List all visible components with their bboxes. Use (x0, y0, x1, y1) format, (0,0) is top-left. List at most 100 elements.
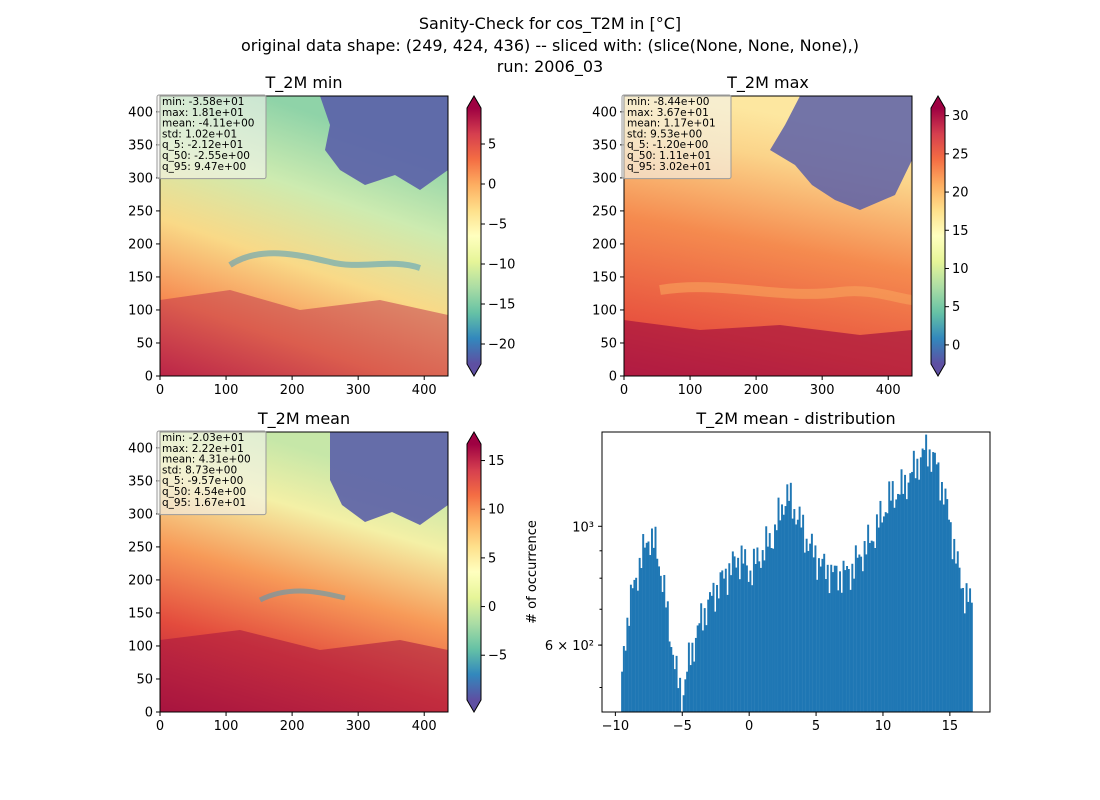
x-tick-label: 300 (346, 719, 371, 734)
histogram-bar (709, 592, 711, 712)
histogram-bar (897, 493, 899, 712)
colorbar-tick-label: −5 (488, 218, 507, 233)
histogram-bar (900, 469, 903, 712)
histogram-bar (951, 559, 954, 712)
histogram-bar (867, 524, 870, 712)
histogram-bar (647, 541, 650, 712)
x-tick-label: 100 (678, 383, 703, 398)
stats-line: max: 3.67e+01 (627, 107, 709, 119)
colorbar-tick-label: 0 (952, 338, 960, 353)
x-tick-label: 400 (412, 383, 437, 398)
histogram-bar (737, 557, 740, 712)
histogram-bar (775, 530, 778, 712)
histogram-bar (686, 671, 689, 712)
histogram-bar (833, 565, 836, 712)
x-tick-label: 200 (280, 719, 305, 734)
histogram-bar (863, 541, 866, 712)
x-tick-label: 5 (812, 719, 820, 734)
panel-t2m-max: T_2M max 0 100 200 300 400 05010015020025030… (592, 73, 968, 398)
x-axis: 0 100 200 300 400 (156, 712, 437, 734)
x-tick-label: 200 (744, 383, 769, 398)
stats-line: std: 9.53e+00 (627, 128, 702, 140)
histogram-bar (826, 564, 829, 712)
x-tick-label: 300 (346, 383, 371, 398)
histogram-bar (658, 566, 660, 712)
panel-title: T_2M min (264, 73, 342, 93)
x-tick-label: −5 (673, 719, 692, 734)
x-axis: −10 −5 0 5 10 15 (602, 712, 958, 734)
plot-frame (623, 95, 913, 377)
stats-line: q_50: 4.54e+00 (162, 486, 246, 498)
y-tick-label: 150 (592, 270, 617, 285)
histogram-bar (802, 514, 805, 712)
histogram-bar (796, 519, 799, 712)
histogram-bar (877, 527, 880, 712)
histogram-bar (673, 669, 676, 712)
histogram-bar (944, 488, 947, 712)
histogram-bar (918, 479, 921, 712)
histogram-bar (640, 568, 643, 712)
colorbar-outline (466, 95, 482, 377)
histogram-bar (817, 558, 820, 712)
histogram-bar (798, 506, 801, 712)
histogram-bar (694, 637, 697, 712)
panel-title: T_2M max (726, 73, 809, 93)
histogram-bar (939, 500, 942, 712)
y-tick-label: 200 (128, 237, 153, 252)
histogram-bar (958, 567, 961, 712)
histogram-bar (812, 557, 815, 712)
histogram-bar (875, 514, 878, 712)
colorbar-outline (930, 95, 946, 377)
histogram-bar (698, 623, 701, 712)
x-tick-label: 100 (214, 383, 239, 398)
histogram-bar (953, 538, 956, 712)
histogram-bar (703, 608, 706, 712)
histogram-bar (932, 452, 935, 712)
histogram-bar (819, 566, 822, 712)
histogram-bar (628, 625, 631, 712)
histogram-bar (879, 500, 882, 712)
y-tick-label: 200 (592, 237, 617, 252)
histogram-bars (621, 434, 973, 712)
histogram-bar (791, 518, 794, 712)
histogram-bar (909, 473, 912, 712)
stats-box-frame (156, 94, 267, 180)
histogram-bar (765, 526, 768, 712)
histogram-bar (854, 545, 857, 712)
histogram-bar (636, 590, 639, 712)
stats-line: std: 1.02e+01 (162, 128, 237, 140)
y-tick-label: 0 (609, 370, 617, 385)
colorbar-tick-label: −15 (488, 298, 515, 313)
histogram-bar (823, 553, 826, 712)
histogram-bar (849, 589, 852, 712)
stats-line: q_5: -2.12e+01 (162, 139, 243, 151)
heatmap-warm-region (624, 320, 912, 376)
y-tick-label: 6 × 10² (545, 639, 594, 654)
histogram-bar (642, 534, 645, 712)
histogram-bar (861, 571, 864, 712)
colorbar-extend-top (931, 96, 945, 108)
histogram-bar (874, 547, 877, 712)
x-tick-label: 400 (412, 719, 437, 734)
histogram-bar (828, 593, 831, 712)
histogram-bar (810, 533, 813, 712)
histogram-bar (839, 571, 842, 712)
histogram-bar (717, 598, 720, 712)
histogram-bar (895, 499, 898, 712)
heatmap-warm-region (160, 290, 448, 376)
histogram-bar (824, 579, 827, 712)
histogram-bar (784, 506, 787, 712)
y-tick-label: 400 (128, 441, 153, 456)
histogram-bar (851, 563, 854, 712)
histogram-bar (891, 481, 894, 712)
colorbar-tick-label: 0 (488, 600, 496, 615)
histogram-bar (902, 493, 905, 712)
histogram-bar (758, 561, 761, 712)
histogram-bar (882, 516, 885, 712)
histogram-bar (728, 563, 731, 712)
histogram-bar (837, 590, 840, 712)
x-axis: 0 100 200 300 400 (156, 376, 437, 398)
histogram-bar (621, 671, 624, 712)
stats-line: max: 1.81e+01 (162, 107, 244, 119)
